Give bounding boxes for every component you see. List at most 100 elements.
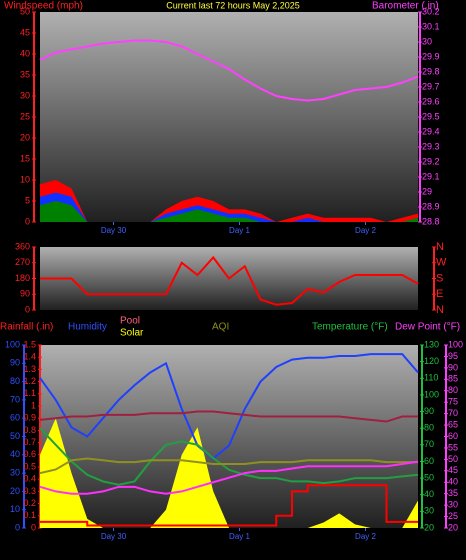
y-tick-label: 70 — [424, 439, 434, 449]
y-tick-label: 30 — [10, 467, 20, 477]
y-tick-label: 30.1 — [422, 21, 440, 31]
y-tick-label: 45 — [448, 465, 458, 475]
y-tick-label: 90 — [10, 358, 20, 368]
y-tick-label: 40 — [20, 48, 30, 58]
y-tick-label: 85 — [448, 374, 458, 384]
y-tick-label: 29.1 — [422, 171, 440, 181]
y-tick-label: 5 — [25, 195, 30, 205]
y-tick-label: 120 — [424, 356, 439, 366]
y-tick-label: 75 — [448, 397, 458, 407]
y-tick-label: 0.1 — [23, 510, 36, 520]
y-tick-label: 28.8 — [422, 216, 440, 226]
plot-background — [40, 345, 418, 528]
y-tick-label: 29.8 — [422, 66, 440, 76]
y-tick-label: 10 — [10, 504, 20, 514]
y-tick-label: 0.2 — [23, 498, 36, 508]
x-tick-label: Day 2 — [355, 532, 376, 541]
y-tick-label: N — [436, 304, 444, 316]
y-tick-label: 100 — [424, 389, 439, 399]
y-tick-label: 50 — [424, 472, 434, 482]
y-tick-label: W — [436, 257, 447, 269]
y-tick-label: 20 — [448, 522, 458, 532]
y-tick-label: 40 — [448, 477, 458, 487]
y-tick-label: 55 — [448, 442, 458, 452]
y-tick-label: 80 — [10, 376, 20, 386]
series-area — [40, 418, 418, 528]
y-tick-label: 0.3 — [23, 486, 36, 496]
y-tick-label: 30 — [448, 500, 458, 510]
y-tick-label: 1.5 — [23, 339, 36, 349]
y-tick-label: 95 — [448, 351, 458, 361]
x-tick-label: Day 30 — [101, 226, 127, 235]
axis-label: Rainfall (.in) — [0, 322, 53, 333]
y-tick-label: 1.4 — [23, 352, 36, 362]
y-tick-label: 0.7 — [23, 437, 36, 447]
series-line — [39, 427, 419, 486]
chart-title: Current last 72 hours May 2,2025 — [166, 0, 300, 10]
y-tick-label: 29.3 — [422, 141, 440, 151]
y-tick-label: 110 — [424, 373, 438, 383]
y-tick-label: 60 — [10, 413, 20, 423]
axis-label: Dew Point (°F) — [395, 322, 460, 333]
axis-label: Barometer (.in) — [372, 1, 439, 12]
y-tick-label: 1.3 — [23, 364, 36, 374]
y-tick-label: 100 — [5, 339, 20, 349]
y-tick-label: 0 — [25, 216, 30, 226]
y-tick-label: 70 — [448, 408, 458, 418]
y-tick-label: 29 — [422, 186, 432, 196]
axis-label: Windspeed (mph) — [4, 1, 83, 12]
y-tick-label: 35 — [20, 69, 30, 79]
y-tick-label: 360 — [15, 241, 30, 251]
y-tick-label: 28.9 — [422, 201, 440, 211]
series-line — [39, 353, 419, 460]
y-tick-label: 0.9 — [23, 413, 36, 423]
y-tick-label: S — [436, 272, 443, 284]
y-tick-label: 30 — [422, 36, 432, 46]
y-tick-label: 29.4 — [422, 126, 440, 136]
y-tick-label: 60 — [424, 456, 434, 466]
series-name: Solar — [120, 328, 144, 339]
y-tick-label: 1.2 — [23, 376, 36, 386]
y-tick-label: 29.5 — [422, 111, 440, 121]
y-tick-label: 40 — [424, 489, 434, 499]
series-line — [39, 39, 419, 102]
y-tick-label: 30.2 — [422, 6, 440, 16]
y-tick-label: 270 — [15, 257, 30, 267]
series-line — [40, 484, 418, 527]
x-tick-label: Day 1 — [229, 226, 250, 235]
y-tick-label: 80 — [424, 423, 434, 433]
x-tick-label: Day 2 — [355, 226, 376, 235]
y-tick-label: 0.6 — [23, 449, 36, 459]
y-tick-label: 15 — [20, 153, 30, 163]
y-tick-label: E — [436, 288, 443, 300]
y-tick-label: 20 — [10, 486, 20, 496]
y-tick-label: N — [436, 241, 444, 253]
y-tick-label: 1 — [31, 400, 36, 410]
y-tick-label: 0 — [25, 304, 30, 314]
y-tick-label: 40 — [10, 449, 20, 459]
y-tick-label: 50 — [10, 431, 20, 441]
series-line — [39, 410, 418, 423]
y-tick-label: 29.2 — [422, 156, 440, 166]
y-tick-label: 80 — [448, 385, 458, 395]
y-tick-label: 25 — [20, 111, 30, 121]
y-tick-label: 29.6 — [422, 96, 440, 106]
y-tick-label: 45 — [20, 27, 30, 37]
series-line — [39, 457, 418, 475]
y-tick-label: 1.1 — [23, 388, 36, 398]
y-tick-label: 100 — [448, 339, 463, 349]
y-tick-label: 90 — [424, 406, 434, 416]
y-tick-label: 30 — [424, 506, 434, 516]
y-tick-label: 35 — [448, 488, 458, 498]
y-tick-label: 65 — [448, 419, 458, 429]
y-tick-label: 70 — [10, 394, 20, 404]
y-tick-label: 180 — [15, 273, 30, 283]
y-tick-label: 0 — [31, 522, 36, 532]
x-tick-label: Day 30 — [101, 532, 127, 541]
series-name: Pool — [120, 316, 140, 327]
y-tick-label: 29.9 — [422, 51, 440, 61]
y-tick-label: 130 — [424, 339, 439, 349]
series-area — [40, 201, 418, 222]
y-tick-label: 0.5 — [23, 461, 36, 471]
